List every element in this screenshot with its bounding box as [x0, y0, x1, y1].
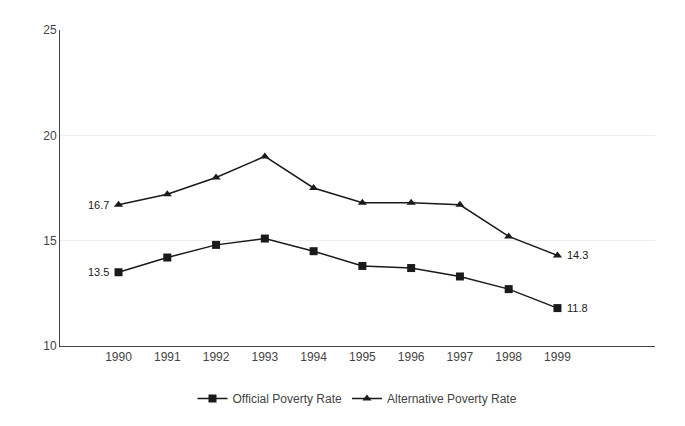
svg-text:1993: 1993: [251, 350, 278, 364]
svg-text:16.7: 16.7: [88, 199, 109, 211]
svg-text:11.8: 11.8: [567, 302, 588, 314]
svg-text:1992: 1992: [203, 350, 230, 364]
svg-text:1999: 1999: [544, 350, 571, 364]
svg-text:20: 20: [43, 129, 57, 143]
svg-text:25: 25: [43, 23, 57, 37]
svg-text:Alternative Poverty Rate: Alternative Poverty Rate: [387, 392, 517, 406]
svg-text:1990: 1990: [105, 350, 132, 364]
svg-text:1995: 1995: [349, 350, 376, 364]
svg-text:1998: 1998: [495, 350, 522, 364]
svg-text:1997: 1997: [447, 350, 474, 364]
svg-text:10: 10: [43, 339, 57, 353]
svg-text:1991: 1991: [154, 350, 181, 364]
svg-text:Official Poverty Rate: Official Poverty Rate: [233, 392, 342, 406]
svg-text:13.5: 13.5: [88, 266, 109, 278]
svg-text:14.3: 14.3: [567, 249, 588, 261]
svg-text:1994: 1994: [300, 350, 327, 364]
svg-text:1996: 1996: [398, 350, 425, 364]
svg-text:15: 15: [43, 234, 57, 248]
